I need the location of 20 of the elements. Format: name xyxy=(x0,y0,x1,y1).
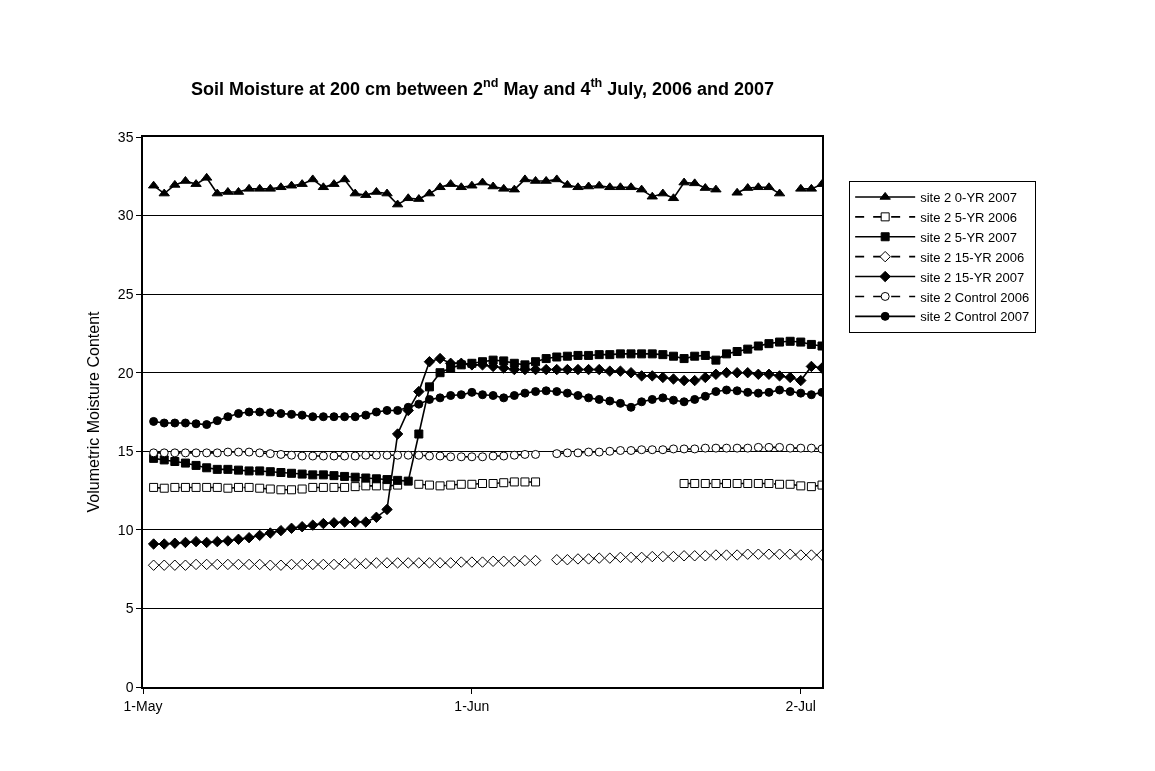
legend-label: site 2 Control 2007 xyxy=(920,309,1030,325)
legend-label: site 2 Control 2006 xyxy=(920,289,1030,305)
x-tick-label: 1-May xyxy=(123,697,163,714)
y-tick-label: 10 xyxy=(117,521,134,538)
x-tick-label: 1-Jun xyxy=(454,697,490,714)
legend-label: site 2 15-YR 2007 xyxy=(920,269,1025,285)
chart-title: Soil Moisture at 200 cm between 2$^{nd}$ May and 4$^{th}$ July, 2006 and 2007 xyxy=(190,76,775,99)
y-tick-label: 5 xyxy=(125,600,134,617)
y-tick-label: 0 xyxy=(125,678,134,695)
y-tick-label: 30 xyxy=(117,207,134,224)
y-axis-title: Volumetric Moisture Content xyxy=(85,310,103,513)
y-tick-label: 35 xyxy=(117,128,134,145)
legend-label: site 2 5-YR 2006 xyxy=(920,209,1017,225)
x-tick-label: 2-Jul xyxy=(785,697,816,714)
legend-label: site 2 15-YR 2006 xyxy=(920,249,1025,265)
y-tick-label: 25 xyxy=(117,286,134,303)
y-tick-label: 20 xyxy=(117,364,134,381)
y-tick-label: 15 xyxy=(117,443,134,460)
legend-label: site 2 5-YR 2007 xyxy=(920,229,1017,245)
legend-label: site 2 0-YR 2007 xyxy=(920,190,1017,206)
